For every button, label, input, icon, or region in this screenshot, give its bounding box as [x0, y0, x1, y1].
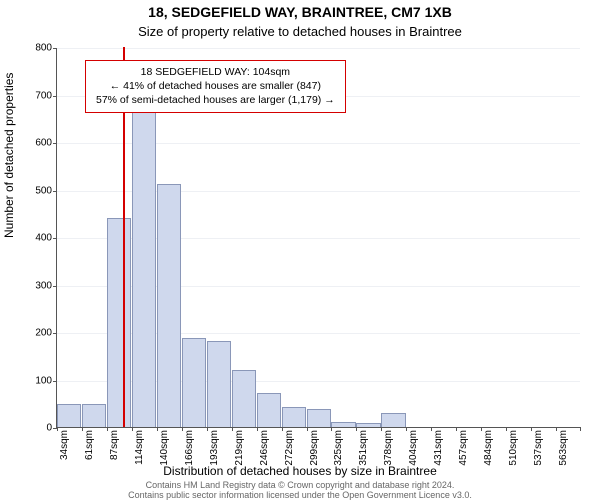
- callout-line-3: 57% of semi-detached houses are larger (…: [96, 93, 335, 107]
- y-tick-label: 800: [35, 43, 52, 54]
- x-tick-label: 431sqm: [433, 430, 444, 466]
- y-tick-label: 300: [35, 280, 52, 291]
- x-tick-label: 61sqm: [84, 430, 95, 460]
- footer-line-1: Contains HM Land Registry data © Crown c…: [146, 480, 455, 490]
- y-tick-label: 700: [35, 90, 52, 101]
- histogram-bar: [257, 393, 281, 427]
- x-tick-label: 537sqm: [533, 430, 544, 466]
- gridline: [57, 48, 580, 49]
- histogram-bar: [381, 413, 405, 427]
- callout-line-1: 18 SEDGEFIELD WAY: 104sqm: [96, 65, 335, 79]
- y-tick-label: 400: [35, 233, 52, 244]
- x-tick-label: 484sqm: [483, 430, 494, 466]
- x-tick-label: 87sqm: [109, 430, 120, 460]
- histogram-bar: [207, 341, 231, 427]
- x-tick-label: 510sqm: [508, 430, 519, 466]
- marker-callout: 18 SEDGEFIELD WAY: 104sqm ← 41% of detac…: [85, 60, 346, 113]
- histogram-bar: [182, 338, 206, 427]
- histogram-bar: [132, 110, 156, 427]
- histogram-bar: [232, 370, 256, 427]
- x-tick-label: 140sqm: [159, 430, 170, 466]
- chart-title-main: 18, SEDGEFIELD WAY, BRAINTREE, CM7 1XB: [0, 4, 600, 20]
- histogram-bar: [331, 422, 355, 427]
- x-tick-label: 404sqm: [408, 430, 419, 466]
- histogram-bar: [307, 409, 331, 427]
- y-tick-label: 500: [35, 185, 52, 196]
- plot-area: 18 SEDGEFIELD WAY: 104sqm ← 41% of detac…: [56, 48, 580, 428]
- chart-container: 18, SEDGEFIELD WAY, BRAINTREE, CM7 1XB S…: [0, 0, 600, 500]
- callout-line-2: ← 41% of detached houses are smaller (84…: [96, 79, 335, 93]
- footer-line-2: Contains public sector information licen…: [128, 490, 472, 500]
- histogram-bar: [57, 404, 81, 427]
- x-tick-label: 272sqm: [284, 430, 295, 466]
- x-tick-label: 219sqm: [234, 430, 245, 466]
- y-tick-label: 0: [46, 423, 52, 434]
- x-tick-label: 325sqm: [333, 430, 344, 466]
- histogram-bar: [282, 407, 306, 427]
- histogram-bar: [157, 184, 181, 427]
- histogram-bar: [107, 218, 131, 427]
- x-tick-label: 246sqm: [259, 430, 270, 466]
- chart-title-sub: Size of property relative to detached ho…: [0, 24, 600, 39]
- histogram-bar: [356, 423, 380, 427]
- x-tick-label: 563sqm: [558, 430, 569, 466]
- x-tick-label: 193sqm: [209, 430, 220, 466]
- y-tick-label: 200: [35, 328, 52, 339]
- histogram-bar: [82, 404, 106, 427]
- footer: Contains HM Land Registry data © Crown c…: [0, 480, 600, 500]
- x-axis-label: Distribution of detached houses by size …: [0, 464, 600, 478]
- y-tick-label: 100: [35, 375, 52, 386]
- x-tick-label: 114sqm: [134, 430, 145, 465]
- x-tick-label: 378sqm: [383, 430, 394, 466]
- x-tick-label: 457sqm: [458, 430, 469, 466]
- x-tick-label: 166sqm: [184, 430, 195, 466]
- y-tick-label: 600: [35, 138, 52, 149]
- x-tick-label: 34sqm: [59, 430, 70, 460]
- x-tick-label: 351sqm: [358, 430, 369, 466]
- x-tick-label: 299sqm: [309, 430, 320, 466]
- y-axis-label: Number of detached properties: [2, 73, 16, 238]
